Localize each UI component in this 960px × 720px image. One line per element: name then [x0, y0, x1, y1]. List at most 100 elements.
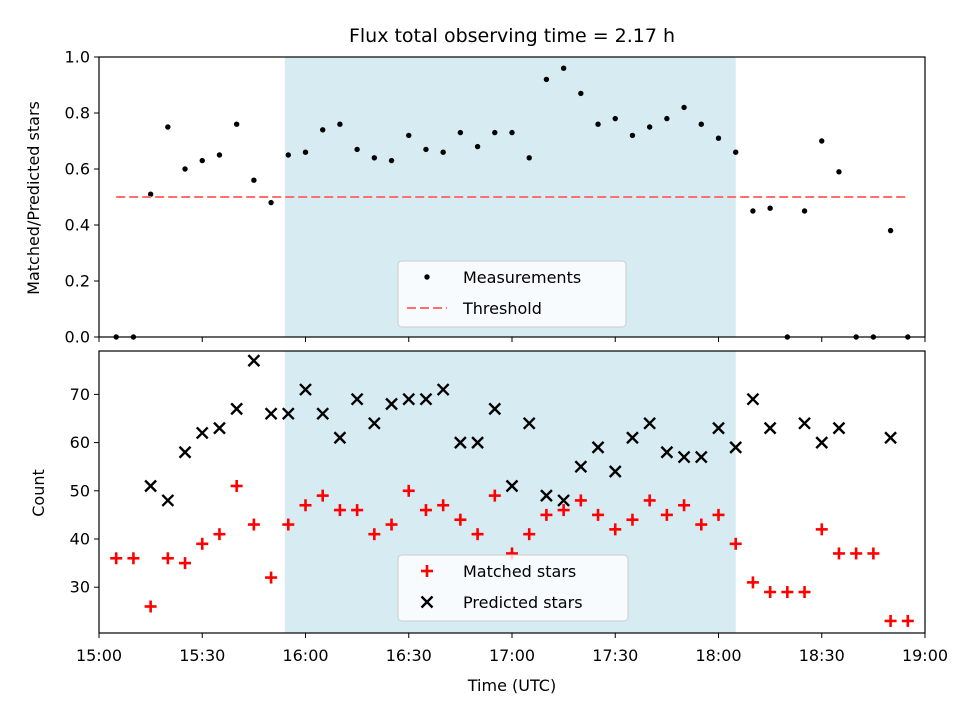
measurements-point	[199, 157, 205, 164]
measurements-point	[698, 121, 704, 127]
measurements-point	[767, 205, 773, 211]
matched-stars-point	[901, 614, 914, 627]
predicted-stars-point	[350, 392, 364, 406]
predicted-stars-point	[385, 397, 398, 411]
measurements-point	[560, 65, 567, 71]
matched-stars-point	[574, 494, 587, 507]
y-tick-label: 0.6	[65, 160, 90, 179]
predicted-stars-point	[729, 441, 743, 454]
y-tick-label: 0.8	[65, 104, 90, 123]
predicted-stars-point	[333, 431, 347, 445]
predicted-stars-point	[677, 450, 691, 464]
legend: Measurements Threshold	[397, 260, 627, 328]
matched-stars-point	[798, 586, 811, 599]
measurements-point	[388, 157, 395, 164]
measurements-point	[147, 191, 154, 197]
matched-stars-point	[144, 600, 157, 613]
matched-stars-point	[488, 489, 501, 502]
measurements-point	[337, 121, 343, 127]
predicted-stars-point	[557, 494, 570, 507]
x-tick-label: 19:00	[902, 646, 948, 665]
measurements-point	[836, 169, 842, 175]
predicted-stars-point	[471, 436, 484, 449]
predicted-stars-point	[540, 489, 553, 502]
matched-stars-point	[781, 586, 794, 599]
predicted-stars-point	[247, 354, 261, 367]
matched-stars-point	[764, 586, 777, 599]
predicted-stars-point	[213, 421, 226, 435]
matched-stars-point	[850, 547, 863, 560]
predicted-stars-point	[402, 392, 416, 406]
matched-stars-point	[316, 489, 329, 502]
matched-stars-point	[385, 518, 398, 531]
matched-stars-point	[351, 504, 364, 517]
y-tick-label: 0.2	[65, 272, 90, 291]
predicted-stars-point	[505, 479, 519, 493]
matched-stars-point	[746, 576, 759, 589]
matched-stars-point	[265, 571, 278, 584]
legend-swatch	[421, 565, 433, 577]
predicted-stars-point	[195, 426, 209, 440]
predicted-stars-point	[643, 416, 657, 430]
predicted-stars-point	[230, 402, 244, 416]
predicted-stars-point	[436, 383, 450, 396]
predicted-stars-point	[608, 465, 622, 478]
matched-stars-point	[127, 552, 140, 565]
matched-stars-point	[540, 508, 553, 521]
matched-stars-point	[867, 547, 880, 560]
predicted-stars-point	[591, 441, 605, 454]
predicted-stars-point	[454, 436, 467, 449]
measurements-point	[268, 199, 274, 206]
matched-stars-point	[333, 504, 346, 517]
matched-stars-point	[110, 552, 123, 565]
x-tick-label: 17:00	[489, 646, 535, 665]
matched-stars-point	[609, 523, 622, 536]
y-tick-label: 0.0	[65, 328, 90, 347]
y-tick-label: 40	[70, 530, 90, 549]
measurements-point	[233, 121, 240, 127]
matched-stars-point	[729, 537, 742, 550]
predicted-stars-point	[626, 431, 639, 445]
predicted-stars-point	[712, 421, 725, 435]
x-axis-label: Time (UTC)	[467, 676, 556, 695]
measurements-point	[509, 129, 515, 136]
plot-frame	[98, 56, 926, 338]
matched-stars-point	[419, 504, 432, 517]
matched-stars-point	[230, 479, 243, 492]
measurements-point	[406, 132, 412, 139]
matched-stars-point	[712, 508, 725, 521]
predicted-stars-point	[316, 407, 330, 421]
y-tick-label: 0.4	[65, 216, 90, 235]
predicted-stars-point	[574, 460, 588, 474]
matched-stars-point	[557, 504, 570, 517]
matched-stars-point	[247, 518, 260, 531]
matched-stars-point	[282, 518, 295, 531]
y-tick-label: 1.0	[65, 48, 90, 67]
measurements-point	[543, 76, 550, 83]
matched-stars-point	[592, 508, 605, 521]
measurements-point	[440, 149, 446, 155]
measurements-point	[302, 149, 309, 155]
matched-stars-point	[660, 508, 673, 521]
matched-stars-point	[695, 518, 708, 531]
matched-stars-point	[832, 547, 845, 560]
matched-stars-point	[523, 528, 536, 541]
matched-stars-point	[454, 513, 467, 526]
matched-stars-point	[213, 528, 226, 541]
predicted-stars-point	[144, 479, 157, 493]
predicted-stars-point	[264, 407, 278, 421]
matched-stars-point	[299, 499, 312, 512]
x-tick-label: 15:00	[76, 646, 122, 665]
legend-box	[397, 554, 629, 622]
predicted-stars-point	[522, 416, 536, 430]
measurements-point	[715, 135, 722, 141]
predicted-stars-point	[281, 407, 295, 421]
measurements-point	[182, 166, 188, 172]
x-tick-label: 16:00	[282, 646, 328, 665]
measurements-point	[578, 90, 584, 97]
measurements-point	[251, 177, 257, 183]
measurements-point	[423, 146, 429, 153]
x-tick-label: 18:30	[799, 646, 845, 665]
measurements-point	[216, 152, 223, 158]
